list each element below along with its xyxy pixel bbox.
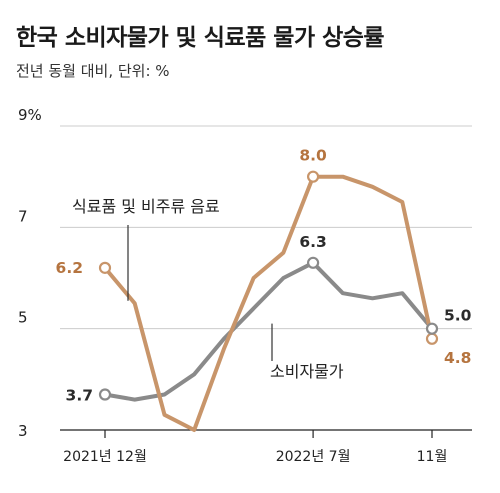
series-markers	[98, 170, 439, 401]
y-tick-label-3: 3	[18, 422, 28, 440]
x-tick-label-2022-07: 2022년 7월	[276, 449, 351, 465]
data-label-cpi-2022-11: 5.0	[444, 307, 472, 325]
x-tick-label-2022-11: 11월	[417, 449, 448, 465]
y-tick-label-5: 5	[18, 309, 28, 327]
data-label-cpi-2021-12: 3.7	[66, 387, 93, 405]
data-label-cpi-2022-07: 6.3	[299, 233, 326, 251]
y-tick-label-7: 7	[18, 207, 28, 225]
data-point-marker	[425, 322, 439, 335]
data-label-food-2022-11: 4.8	[444, 349, 471, 367]
y-tick-label-9: 9%	[18, 106, 42, 124]
data-point-marker	[306, 256, 320, 269]
axis-layer: 3 5 7 9% 2021년 12월 2022년 7월 11월	[18, 106, 472, 465]
data-label-food-2021-12: 6.2	[56, 259, 83, 277]
series-lines	[103, 174, 434, 432]
grid-layer	[60, 125, 472, 330]
data-point-marker	[98, 388, 112, 401]
series-label-cpi: 소비자물가	[270, 362, 344, 381]
data-point-marker	[306, 170, 320, 183]
chart-title: 한국 소비자물가 및 식료품 물가 상승률	[16, 25, 385, 51]
chart-subtitle: 전년 동월 대비, 단위: %	[16, 62, 170, 80]
series-line-0	[103, 174, 434, 432]
data-point-marker	[98, 261, 112, 274]
series-label-food: 식료품 및 비주류 음료	[72, 197, 220, 216]
data-label-food-2022-07: 8.0	[299, 147, 327, 165]
data-point-marker	[425, 332, 439, 345]
x-tick-label-2021-12: 2021년 12월	[63, 449, 147, 465]
